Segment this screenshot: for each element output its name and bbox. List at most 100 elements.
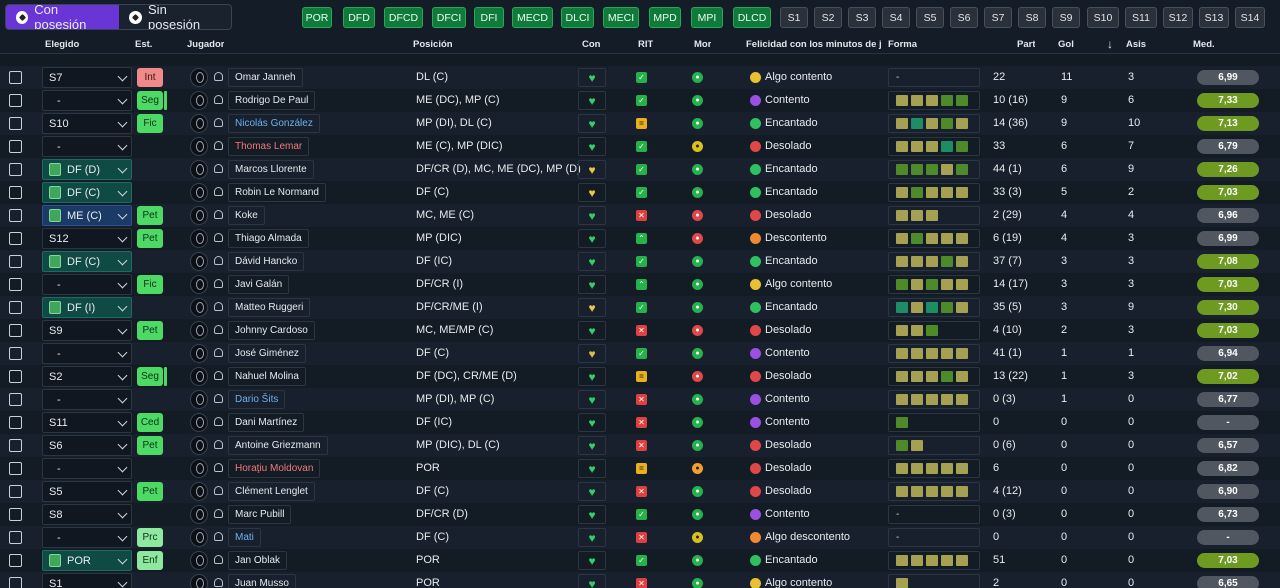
set-chip-s6[interactable]: S6	[950, 7, 978, 28]
player-name-link[interactable]: Jan Oblak	[228, 551, 288, 570]
player-name-link[interactable]: Thomas Lemar	[228, 137, 310, 156]
row-checkbox[interactable]	[9, 554, 22, 567]
set-chip-s14[interactable]: S14	[1235, 7, 1265, 28]
elegido-select[interactable]: S10	[42, 113, 132, 134]
elegido-select[interactable]: S2	[42, 366, 132, 387]
player-name-link[interactable]: Rodrigo De Paul	[228, 91, 316, 110]
col-con[interactable]: Con	[582, 39, 601, 50]
filter-chip-meci[interactable]: MECI	[603, 7, 639, 28]
status-badge[interactable]: Pet	[137, 436, 163, 455]
con-posesion-button[interactable]: Con posesión	[6, 5, 120, 29]
elegido-select[interactable]: S12	[42, 228, 132, 249]
status-badge[interactable]: Fic	[137, 114, 163, 133]
player-name-link[interactable]: Thiago Almada	[228, 229, 309, 248]
status-badge[interactable]: Seg	[137, 91, 167, 110]
set-chip-s9[interactable]: S9	[1052, 7, 1080, 28]
elegido-select[interactable]: DF (I)	[42, 297, 132, 318]
elegido-select[interactable]: DF (C)	[42, 182, 132, 203]
set-chip-s12[interactable]: S12	[1163, 7, 1193, 28]
elegido-select[interactable]: S1	[42, 573, 132, 588]
elegido-select[interactable]: -	[42, 389, 132, 410]
status-badge[interactable]: Pet	[137, 482, 163, 501]
player-name-link[interactable]: Nicolás González	[228, 114, 320, 133]
elegido-select[interactable]: POR	[42, 550, 132, 571]
player-name-link[interactable]: Dario Šits	[228, 390, 286, 409]
set-chip-s13[interactable]: S13	[1199, 7, 1229, 28]
row-checkbox[interactable]	[9, 117, 22, 130]
status-badge[interactable]: Enf	[137, 551, 163, 570]
col-elegido[interactable]: Elegido	[45, 39, 80, 50]
status-badge[interactable]: Prc	[137, 528, 163, 547]
elegido-select[interactable]: S7	[42, 67, 132, 88]
player-name-link[interactable]: Dani Martínez	[228, 413, 305, 432]
set-chip-s5[interactable]: S5	[916, 7, 944, 28]
player-name-link[interactable]: Antoine Griezmann	[228, 436, 328, 455]
row-checkbox[interactable]	[9, 232, 22, 245]
filter-chip-dfi[interactable]: DFI	[474, 7, 504, 28]
row-checkbox[interactable]	[9, 163, 22, 176]
row-checkbox[interactable]	[9, 278, 22, 291]
col-jugador[interactable]: Jugador	[187, 39, 225, 50]
row-checkbox[interactable]	[9, 71, 22, 84]
elegido-select[interactable]: S11	[42, 412, 132, 433]
row-checkbox[interactable]	[9, 255, 22, 268]
filter-chip-mecd[interactable]: MECD	[512, 7, 553, 28]
status-badge[interactable]: Fic	[137, 275, 163, 294]
player-name-link[interactable]: Javi Galán	[228, 275, 290, 294]
set-chip-s3[interactable]: S3	[848, 7, 876, 28]
set-chip-s1[interactable]: S1	[780, 7, 808, 28]
player-name-link[interactable]: Johnny Cardoso	[228, 321, 315, 340]
filter-chip-dlcd[interactable]: DLCD	[733, 7, 771, 28]
filter-chip-dfcd[interactable]: DFCD	[384, 7, 423, 28]
row-checkbox[interactable]	[9, 393, 22, 406]
row-checkbox[interactable]	[9, 439, 22, 452]
player-name-link[interactable]: Horaţiu Moldovan	[228, 459, 321, 478]
status-badge[interactable]: Ced	[137, 413, 163, 432]
status-badge[interactable]: Pet	[137, 321, 163, 340]
col-asis[interactable]: Asis	[1126, 39, 1147, 50]
filter-chip-dfci[interactable]: DFCI	[432, 7, 466, 28]
row-checkbox[interactable]	[9, 324, 22, 337]
col-mor[interactable]: Mor	[694, 39, 712, 50]
row-checkbox[interactable]	[9, 94, 22, 107]
player-name-link[interactable]: Mati	[228, 528, 261, 547]
status-badge[interactable]: Int	[137, 68, 163, 87]
elegido-select[interactable]: -	[42, 136, 132, 157]
filter-chip-dfd[interactable]: DFD	[343, 7, 375, 28]
player-name-link[interactable]: Marcos Llorente	[228, 160, 314, 179]
elegido-select[interactable]: ME (C)	[42, 205, 132, 226]
set-chip-s11[interactable]: S11	[1125, 7, 1157, 28]
player-name-link[interactable]: Koke	[228, 206, 265, 225]
player-name-link[interactable]: Marc Pubill	[228, 505, 292, 524]
col-felicidad[interactable]: Felicidad con los minutos de jue...	[746, 39, 882, 50]
row-checkbox[interactable]	[9, 347, 22, 360]
filter-chip-mpi[interactable]: MPI	[691, 7, 723, 28]
player-name-link[interactable]: Robin Le Normand	[228, 183, 326, 202]
set-chip-s10[interactable]: S10	[1087, 7, 1119, 28]
row-checkbox[interactable]	[9, 416, 22, 429]
elegido-select[interactable]: -	[42, 343, 132, 364]
set-chip-s2[interactable]: S2	[814, 7, 842, 28]
col-rit[interactable]: RIT	[638, 39, 654, 50]
col-est[interactable]: Est.	[135, 39, 153, 50]
elegido-select[interactable]: DF (D)	[42, 159, 132, 180]
elegido-select[interactable]: -	[42, 527, 132, 548]
set-chip-s4[interactable]: S4	[882, 7, 910, 28]
elegido-select[interactable]: S6	[42, 435, 132, 456]
set-chip-s8[interactable]: S8	[1018, 7, 1046, 28]
elegido-select[interactable]: S8	[42, 504, 132, 525]
elegido-select[interactable]: -	[42, 458, 132, 479]
elegido-select[interactable]: -	[42, 274, 132, 295]
set-chip-s7[interactable]: S7	[984, 7, 1012, 28]
arrow-down-icon[interactable]: ↓	[1107, 37, 1113, 51]
player-name-link[interactable]: Dávid Hancko	[228, 252, 305, 271]
sin-posesion-button[interactable]: Sin posesión	[119, 5, 231, 29]
player-name-link[interactable]: Matteo Ruggeri	[228, 298, 311, 317]
player-name-link[interactable]: José Giménez	[228, 344, 306, 363]
elegido-select[interactable]: S5	[42, 481, 132, 502]
col-forma[interactable]: Forma	[888, 39, 918, 50]
row-checkbox[interactable]	[9, 577, 22, 588]
row-checkbox[interactable]	[9, 209, 22, 222]
filter-chip-dlci[interactable]: DLCI	[561, 7, 594, 28]
elegido-select[interactable]: -	[42, 90, 132, 111]
